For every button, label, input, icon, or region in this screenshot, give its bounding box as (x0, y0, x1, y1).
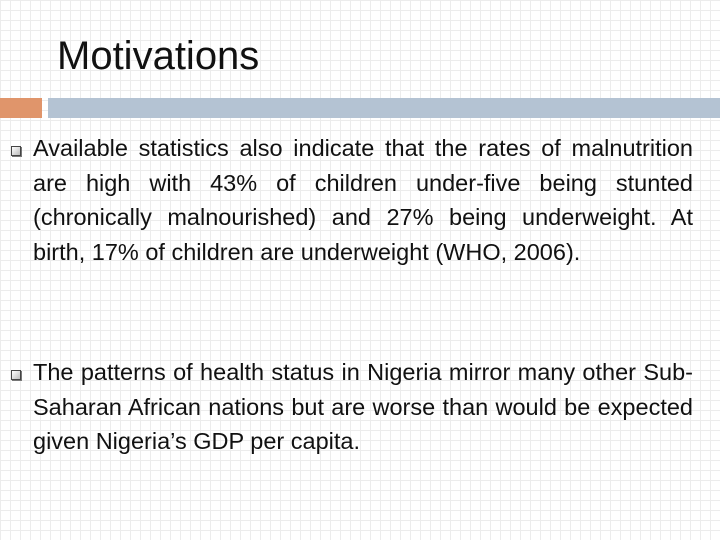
bullet-text: Available statistics also indicate that … (33, 135, 693, 265)
header-bar (48, 98, 720, 118)
slide-title: Motivations (57, 34, 260, 78)
bullet-icon (11, 370, 21, 380)
accent-bar (0, 98, 42, 118)
bullet-text: The patterns of health status in Nigeria… (33, 359, 693, 454)
bullet-icon (11, 146, 21, 156)
